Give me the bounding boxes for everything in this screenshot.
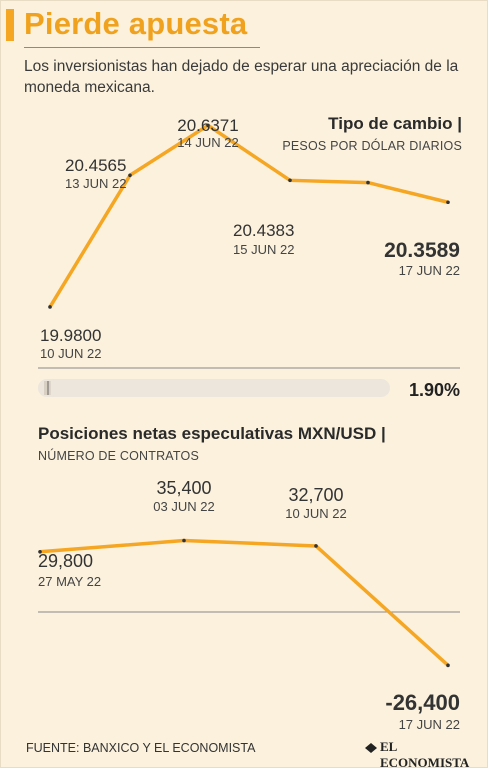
page-title: Pierde apuesta <box>24 6 248 41</box>
data-point <box>314 544 318 548</box>
data-point <box>182 538 186 543</box>
value-label: 35,400 <box>156 478 211 498</box>
date-label: 03 JUN 22 <box>153 499 214 514</box>
title-accent-bar <box>6 9 14 41</box>
chart1-subtitle: PESOS POR DÓLAR DIARIOS <box>282 139 462 153</box>
exchange-rate-line <box>48 123 449 308</box>
change-bar-label: 1.90% <box>409 380 460 400</box>
data-point <box>366 180 370 185</box>
value-label: -26,400 <box>385 690 460 715</box>
data-point <box>446 200 450 205</box>
date-label: 13 JUN 22 <box>65 176 126 191</box>
data-point <box>128 173 132 178</box>
data-point <box>446 663 450 668</box>
data-point <box>288 178 292 183</box>
date-label: 27 MAY 22 <box>38 574 101 589</box>
chart2-title: Posiciones netas especulativas MXN/USD | <box>38 424 386 443</box>
date-label: 15 JUN 22 <box>233 242 294 257</box>
title-divider <box>24 47 260 48</box>
value-label: 20.3589 <box>384 239 460 262</box>
value-label: 20.4565 <box>65 156 126 175</box>
data-point <box>38 550 42 554</box>
change-bar-track <box>38 379 390 397</box>
data-point <box>48 305 52 309</box>
date-label: 14 JUN 22 <box>177 135 238 150</box>
change-bar-fill <box>44 381 51 395</box>
footer-source: FUENTE: BANXICO Y EL ECONOMISTA <box>26 741 256 755</box>
date-label: 10 JUN 22 <box>40 346 101 361</box>
value-label: 29,800 <box>38 551 93 571</box>
value-label: 32,700 <box>288 485 343 505</box>
chart1-title: Tipo de cambio | <box>328 114 462 133</box>
date-label: 17 JUN 22 <box>399 717 460 732</box>
page-subtitle: Los inversionistas han dejado de esperar… <box>24 58 459 96</box>
date-label: 17 JUN 22 <box>399 263 460 278</box>
value-label: 20.6371 <box>177 116 238 135</box>
value-label: 20.4383 <box>233 221 294 240</box>
chart2-subtitle: NÚMERO DE CONTRATOS <box>38 449 199 463</box>
data-point <box>206 123 210 128</box>
net-positions-line <box>39 538 450 667</box>
change-bar: 1.90% <box>38 379 460 400</box>
value-label: 19.9800 <box>40 326 101 345</box>
footer-logo: EL ECONOMISTA <box>380 739 470 768</box>
date-label: 10 JUN 22 <box>285 506 346 521</box>
el-economista-logo-icon <box>365 743 377 753</box>
